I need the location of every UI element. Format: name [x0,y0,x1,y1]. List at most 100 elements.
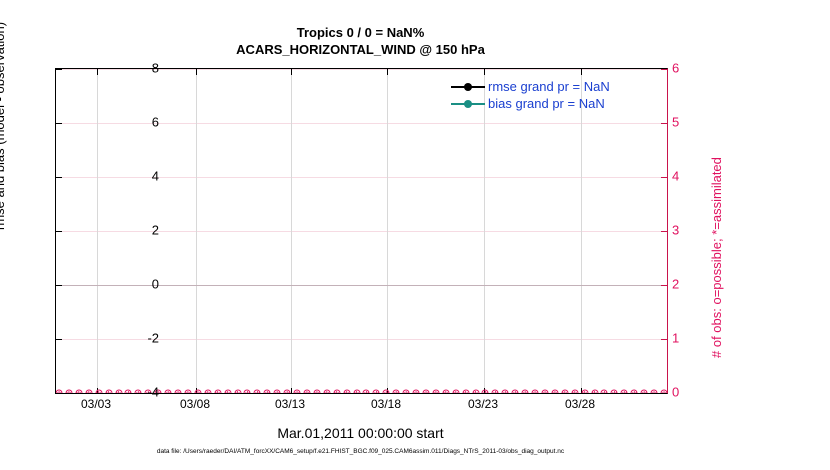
obs-possible-marker [313,389,321,393]
y-tick-mark-right [661,69,667,70]
chart-legend: rmse grand pr = NaN bias grand pr = NaN [451,78,647,112]
obs-assimilated-marker: * [642,389,647,393]
plot-area: * * * * * * * * * * * * * * * * * * * * * * * * * * * * * * * * * * * * * * * *… [55,68,668,394]
y-tick-mark-right [661,123,667,124]
obs-assimilated-marker: * [205,389,210,393]
obs-possible-marker [521,389,529,393]
obs-assimilated-marker: * [503,389,508,393]
obs-assimilated-marker: * [433,389,438,393]
y-tick-mark-right [661,285,667,286]
obs-possible-marker [591,389,599,393]
horizontal-gridline [56,339,667,340]
x-tick-mark-top [581,69,582,75]
obs-possible-marker [432,389,440,393]
obs-possible-marker [95,389,103,393]
y-tick-mark-left [56,285,62,286]
obs-possible-marker [481,389,489,393]
x-tick-label: 03/18 [370,397,402,411]
obs-possible-marker [56,389,63,393]
start-time-label: Mar.01,2011 00:00:00 start [277,425,444,441]
x-tick-mark [291,388,292,393]
obs-possible-marker [105,389,113,393]
obs-assimilated-marker: * [364,389,369,393]
obs-assimilated-marker: * [652,389,657,393]
obs-assimilated-marker: * [304,389,309,393]
legend-marker-rmse-icon [451,80,485,94]
chart-title: Tropics 0 / 0 = NaN% ACARS_HORIZONTAL_WI… [55,24,666,58]
plot-canvas: * * * * * * * * * * * * * * * * * * * * * * * * * * * * * * * * * * * * * * * *… [56,69,667,393]
obs-possible-marker [660,389,667,393]
obs-possible-marker [134,389,142,393]
y-tick-label-left: 0 [151,276,159,292]
horizontal-gridline [56,69,667,70]
obs-assimilated-marker: * [245,389,250,393]
obs-possible-marker [303,389,311,393]
obs-assimilated-marker: * [275,389,280,393]
obs-assimilated-marker: * [56,389,61,393]
x-tick-mark-top [484,69,485,75]
obs-assimilated-marker: * [582,389,587,393]
obs-possible-marker [243,389,251,393]
obs-possible-marker [452,389,460,393]
chart-title-line1: Tropics 0 / 0 = NaN% [296,25,425,40]
x-tick-label: 03/23 [467,397,499,411]
vertical-gridline [387,69,388,393]
obs-assimilated-marker: * [324,389,329,393]
obs-possible-marker [442,389,450,393]
obs-assimilated-marker: * [394,389,399,393]
vertical-gridline [484,69,485,393]
obs-assimilated-marker: * [493,389,498,393]
y-tick-label-right: 3 [672,222,680,238]
y-tick-label-left: 2 [151,222,159,238]
obs-possible-marker [283,389,291,393]
y-tick-label-left: 8 [151,60,159,76]
obs-assimilated-marker: * [106,389,111,393]
obs-possible-marker [462,389,470,393]
obs-possible-marker [154,389,162,393]
obs-possible-marker [124,389,132,393]
obs-assimilated-marker: * [146,389,151,393]
x-tick-label: 03/03 [80,397,112,411]
obs-possible-marker [164,389,172,393]
obs-possible-marker [472,389,480,393]
obs-assimilated-marker: * [314,389,319,393]
obs-assimilated-marker: * [354,389,359,393]
obs-assimilated-marker: * [463,389,468,393]
y-tick-mark-right [661,177,667,178]
obs-assimilated-marker: * [116,389,121,393]
legend-item-rmse: rmse grand pr = NaN [451,78,647,95]
obs-possible-marker [333,389,341,393]
x-tick-mark-top [196,69,197,75]
legend-label-rmse: rmse grand pr = NaN [488,79,610,94]
obs-possible-marker [184,389,192,393]
obs-possible-marker [75,389,83,393]
obs-possible-marker [412,389,420,393]
obs-possible-marker [204,389,212,393]
y-tick-label-left: 6 [151,114,159,130]
vertical-gridline [581,69,582,393]
y-tick-mark-left [56,123,62,124]
obs-assimilated-marker: * [612,389,617,393]
obs-possible-marker [293,389,301,393]
obs-possible-marker [551,389,559,393]
obs-assimilated-marker: * [166,389,171,393]
obs-possible-marker [224,389,232,393]
obs-assimilated-marker: * [533,389,538,393]
obs-assimilated-marker: * [523,389,528,393]
obs-assimilated-marker: * [235,389,240,393]
obs-assimilated-marker: * [374,389,379,393]
obs-assimilated-marker: * [562,389,567,393]
x-tick-label: 03/13 [274,397,306,411]
obs-possible-marker [422,389,430,393]
obs-possible-marker [372,389,380,393]
obs-possible-marker [600,389,608,393]
obs-possible-marker [343,389,351,393]
obs-assimilated-marker: * [552,389,557,393]
obs-assimilated-marker: * [156,389,161,393]
horizontal-gridline [56,177,667,178]
y-tick-label-left: 4 [151,168,159,184]
obs-possible-marker [214,389,222,393]
obs-possible-marker [194,389,202,393]
obs-possible-marker [115,389,122,393]
